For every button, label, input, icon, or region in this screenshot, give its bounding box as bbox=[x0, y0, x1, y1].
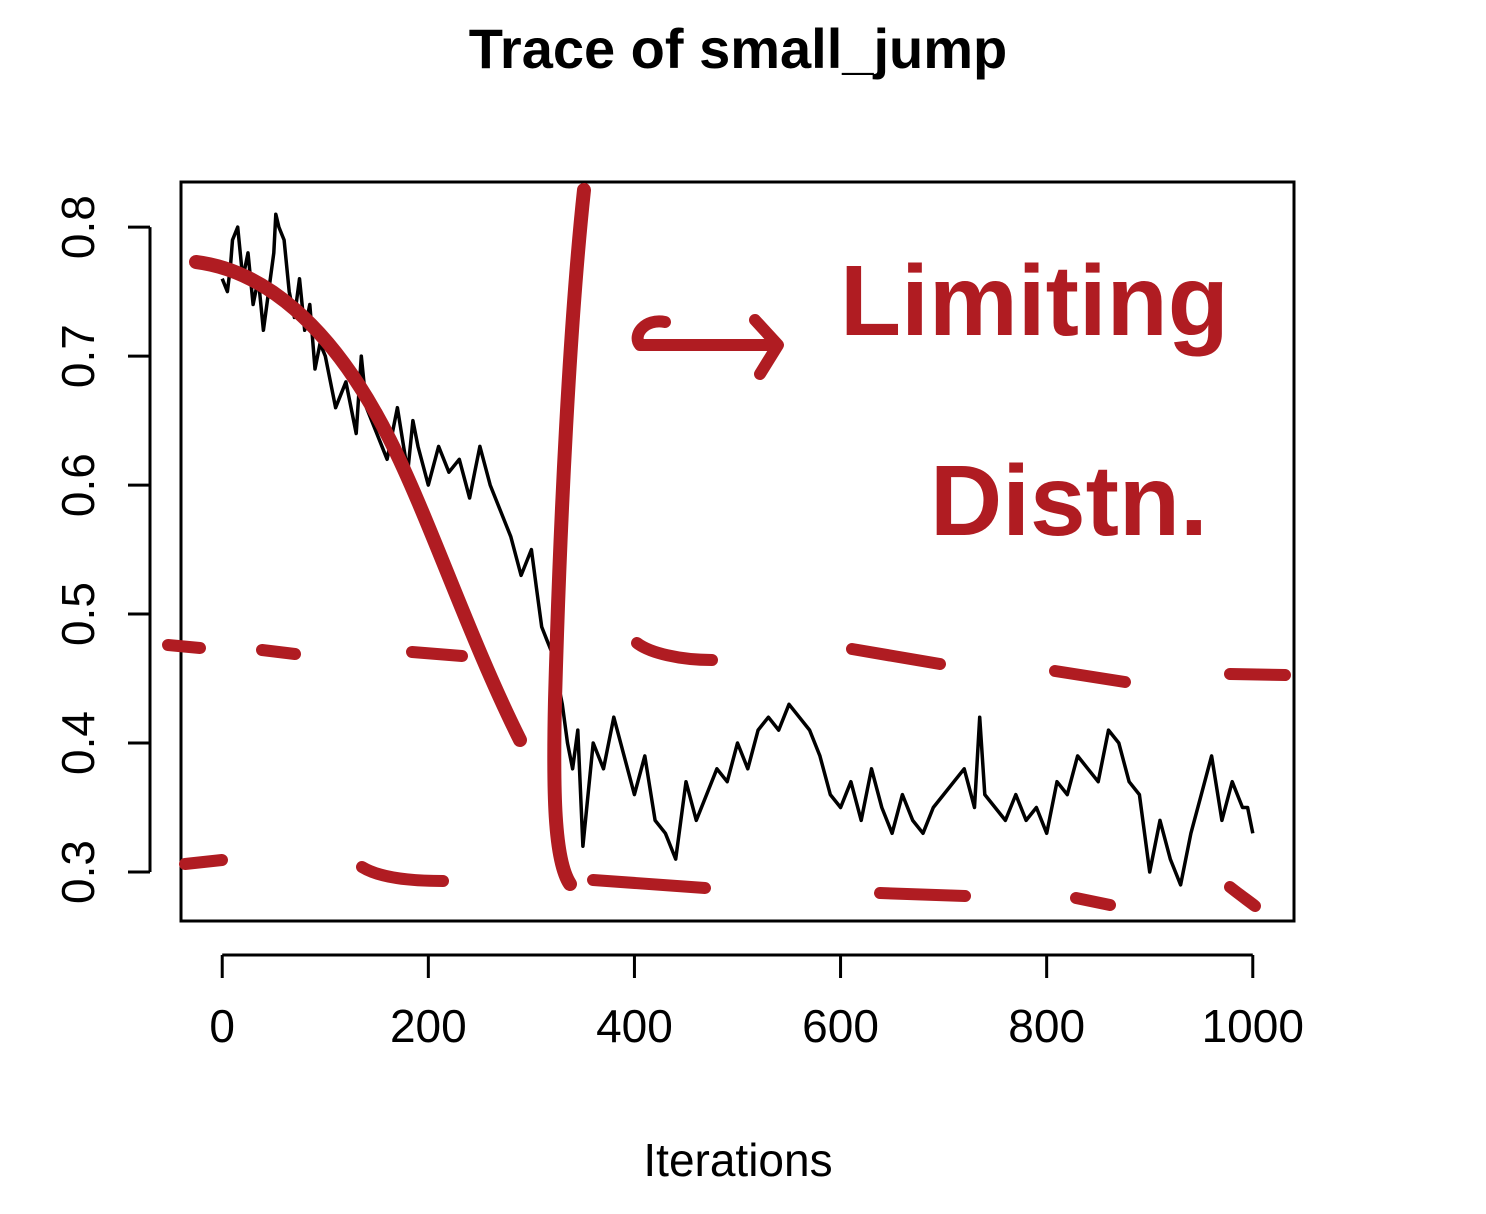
x-tick-label: 200 bbox=[390, 1000, 467, 1052]
plot-frame bbox=[179, 180, 1296, 923]
x-tick-label: 400 bbox=[596, 1000, 673, 1052]
annotation-decay-curve bbox=[189, 255, 527, 747]
annotation-burnin-divider bbox=[547, 183, 591, 891]
y-tick-label: 0.8 bbox=[52, 195, 104, 259]
annotation-upper-band-dashes bbox=[162, 637, 1291, 688]
series-layer bbox=[220, 212, 1255, 887]
y-tick-label: 0.6 bbox=[52, 453, 104, 517]
trace-line bbox=[220, 212, 1255, 887]
y-tick-label: 0.5 bbox=[52, 582, 104, 646]
y-tick-label: 0.3 bbox=[52, 840, 104, 904]
x-tick-label: 1000 bbox=[1202, 1000, 1304, 1052]
handwritten-annotations: Limiting Distn. bbox=[162, 183, 1291, 912]
annotation-lower-band-dashes bbox=[179, 854, 1261, 912]
y-tick-label: 0.4 bbox=[52, 711, 104, 775]
x-tick-label: 800 bbox=[1008, 1000, 1085, 1052]
y-tick-label: 0.7 bbox=[52, 324, 104, 388]
axes: 0 200 400 600 800 1000 0.3 0.4 0.5 0.6 0.7 0.8 bbox=[52, 180, 1304, 1052]
annotation-text-distn: Distn. bbox=[930, 445, 1208, 557]
annotation-text-limiting: Limiting bbox=[840, 245, 1229, 357]
x-tick-label: 600 bbox=[802, 1000, 879, 1052]
annotation-arrow bbox=[631, 314, 784, 380]
chart-title: Trace of small_jump bbox=[469, 17, 1007, 80]
x-axis-title: Iterations bbox=[643, 1134, 832, 1186]
x-tick-label: 0 bbox=[209, 1000, 235, 1052]
